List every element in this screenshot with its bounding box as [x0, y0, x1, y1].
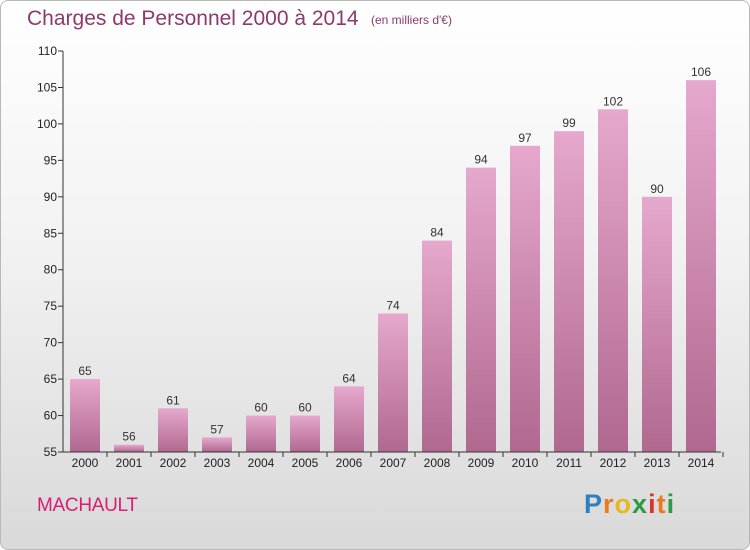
bar	[334, 386, 364, 452]
logo-letter: o	[614, 489, 633, 519]
data-label: 90	[650, 182, 664, 196]
x-tick-label: 2011	[556, 456, 582, 470]
bar	[422, 240, 452, 452]
logo-letter: i	[648, 489, 657, 519]
x-tick-label: 2010	[512, 456, 539, 470]
data-label: 97	[518, 131, 532, 145]
y-tick-label: 95	[44, 153, 58, 167]
x-tick-label: 2013	[644, 456, 671, 470]
y-tick-label: 80	[44, 263, 58, 277]
data-label: 57	[210, 422, 224, 436]
x-tick-label: 2002	[160, 456, 187, 470]
data-label: 64	[342, 371, 356, 385]
x-tick-label: 2012	[600, 456, 627, 470]
y-tick-label: 55	[44, 445, 58, 459]
x-tick-label: 2006	[336, 456, 363, 470]
x-tick-label: 2014	[688, 456, 715, 470]
x-tick-label: 2005	[292, 456, 319, 470]
logo-letter: t	[656, 489, 667, 519]
logo-letter: P	[584, 489, 604, 519]
x-tick-label: 2009	[468, 456, 495, 470]
x-tick-label: 2008	[424, 456, 451, 470]
x-tick-label: 2004	[248, 456, 275, 470]
y-tick-label: 100	[37, 117, 57, 131]
x-tick-label: 2003	[204, 456, 231, 470]
x-tick-label: 2007	[380, 456, 407, 470]
y-tick-label: 90	[44, 190, 58, 204]
chart-subtitle: (en milliers d'€)	[371, 13, 452, 27]
bar	[114, 444, 144, 452]
y-tick-label: 110	[38, 44, 57, 58]
proxiti-logo: Proxiti	[584, 489, 675, 520]
bar	[510, 145, 540, 453]
x-tick-label: 2001	[116, 456, 143, 470]
bar	[378, 313, 408, 452]
data-label: 60	[254, 401, 268, 415]
data-label: 94	[474, 153, 488, 167]
chart-title: Charges de Personnel 2000 à 2014	[27, 7, 359, 30]
logo-letter: r	[603, 489, 615, 519]
data-label: 102	[603, 94, 623, 108]
bar	[642, 196, 672, 452]
data-label: 60	[298, 401, 312, 415]
data-label: 84	[430, 226, 444, 240]
y-tick-label: 65	[44, 372, 58, 386]
y-tick-label: 70	[44, 336, 58, 350]
logo-letter: i	[666, 489, 676, 519]
bar	[466, 167, 496, 452]
data-label: 74	[386, 298, 400, 312]
y-tick-label: 75	[44, 299, 58, 313]
y-tick-label: 105	[37, 80, 57, 94]
bar	[686, 80, 716, 452]
data-label: 65	[78, 364, 92, 378]
data-label: 61	[166, 393, 180, 407]
data-label: 99	[562, 116, 576, 130]
bar	[158, 408, 188, 452]
bar	[598, 109, 628, 452]
y-tick-label: 60	[44, 409, 58, 423]
data-label: 106	[691, 65, 711, 79]
place-name: MACHAULT	[37, 495, 138, 516]
bar	[246, 415, 276, 452]
bar	[202, 437, 232, 452]
bar	[70, 379, 100, 452]
logo-letter: x	[632, 489, 649, 519]
x-tick-label: 2000	[72, 456, 99, 470]
bar	[554, 131, 584, 452]
bar	[290, 415, 320, 452]
y-tick-label: 85	[44, 226, 58, 240]
data-label: 56	[122, 430, 136, 444]
